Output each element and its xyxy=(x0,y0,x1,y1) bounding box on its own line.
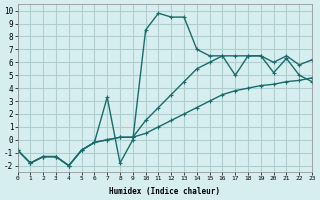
X-axis label: Humidex (Indice chaleur): Humidex (Indice chaleur) xyxy=(109,187,220,196)
